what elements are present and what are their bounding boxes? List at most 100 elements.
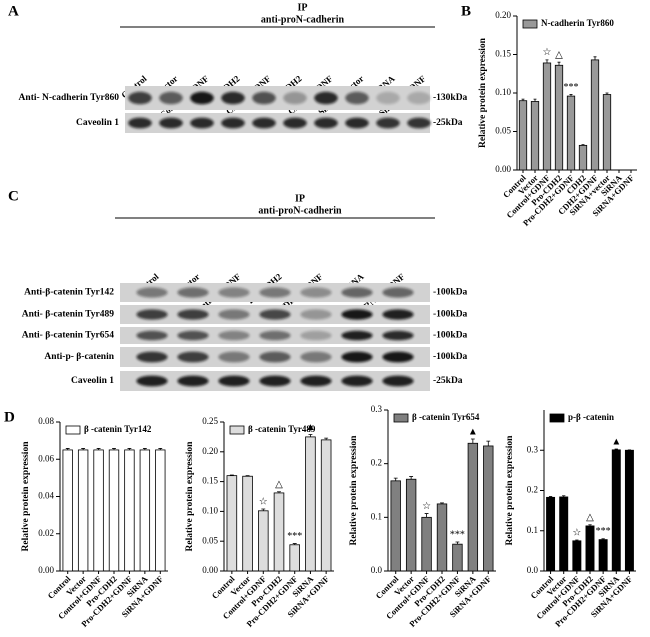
error-bar	[593, 56, 597, 60]
error-bar	[569, 94, 573, 97]
y-tick-label: 0.25	[202, 416, 218, 426]
bar	[602, 94, 612, 171]
bar	[554, 64, 564, 171]
blot-band	[252, 91, 276, 105]
size-marker: -100kDa	[433, 310, 468, 320]
blot-band	[252, 117, 276, 129]
blot-band	[341, 375, 373, 387]
blot-band	[300, 351, 332, 363]
significance-mark: ▲	[468, 426, 478, 437]
blot-band	[314, 91, 338, 105]
bar	[108, 449, 120, 572]
blot-band	[259, 375, 291, 387]
significance-mark: △	[555, 49, 563, 60]
y-tick-label: 0.00	[202, 565, 218, 575]
error-bar	[261, 508, 266, 511]
error-bar	[393, 477, 398, 481]
legend-label: p-β -catenin	[568, 412, 614, 422]
blot-band	[177, 309, 209, 320]
blot-band	[190, 91, 214, 105]
legend-swatch	[229, 425, 245, 435]
blot-band	[177, 287, 209, 298]
blot-band	[345, 117, 369, 129]
bar	[155, 449, 166, 572]
blot-band	[159, 117, 183, 129]
bar	[452, 543, 463, 572]
bar	[226, 475, 238, 572]
blot-band	[218, 351, 250, 363]
blot-band	[341, 351, 373, 363]
blot-band	[136, 375, 168, 387]
significance-mark: ☆	[259, 496, 268, 507]
blot-band	[190, 117, 214, 129]
bar	[405, 478, 417, 572]
row-label: Anti- N-cadherin Tyr860	[19, 93, 120, 103]
bar	[559, 496, 569, 572]
y-axis-label: Relative protein expression	[349, 435, 359, 546]
error-bar	[614, 448, 618, 450]
error-bar	[324, 437, 329, 440]
y-tick-label: 0.04	[38, 491, 54, 501]
blot-band	[159, 91, 183, 105]
y-tick-label: 0.1	[371, 511, 382, 521]
y-axis-label: Relative protein expression	[185, 441, 195, 552]
y-tick-label: 0.10	[495, 87, 511, 97]
error-bar	[127, 448, 132, 450]
y-tick-label: 0.15	[202, 476, 218, 486]
blot-band	[177, 351, 209, 363]
panel-label: D	[4, 409, 15, 425]
error-bar	[81, 448, 86, 450]
blot-band	[128, 91, 152, 105]
blot-band	[376, 91, 400, 105]
bar	[590, 59, 600, 171]
blot-band	[259, 330, 291, 341]
blot-band	[218, 287, 250, 298]
error-bar	[277, 491, 281, 493]
blot-band	[259, 287, 291, 298]
significance-mark: ☆	[572, 527, 581, 538]
y-tick-label: 0.1	[527, 525, 538, 535]
blot-band	[382, 309, 414, 320]
blot-band	[136, 330, 168, 341]
significance-mark: ***	[564, 82, 579, 93]
bar	[289, 544, 300, 572]
blot-band	[300, 375, 332, 387]
blot-band	[300, 330, 332, 341]
significance-mark: ***	[450, 529, 465, 540]
y-tick-label: 0.00	[38, 565, 54, 575]
y-tick-label: 0.06	[38, 453, 54, 463]
bar	[139, 449, 151, 572]
bar	[305, 436, 316, 572]
error-bar	[158, 448, 163, 450]
blot-band	[382, 287, 414, 298]
bar	[483, 445, 494, 572]
bar	[598, 539, 608, 572]
error-bar	[308, 434, 313, 437]
bar	[124, 449, 135, 572]
bar	[258, 510, 269, 572]
blot-band	[128, 117, 152, 129]
error-bar	[575, 539, 579, 541]
row-label: Caveolin 1	[71, 376, 114, 386]
y-tick-label: 0.15	[495, 49, 511, 59]
y-tick-label: 0.20	[202, 446, 218, 456]
bar	[611, 449, 621, 572]
y-tick-label: 0.05	[202, 535, 218, 545]
bar	[320, 439, 332, 572]
row-label: Caveolin 1	[76, 118, 119, 128]
significance-mark: ☆	[543, 47, 552, 58]
blot-band	[341, 309, 373, 320]
error-bar	[292, 543, 297, 545]
error-bar	[557, 61, 561, 66]
panel-label: A	[8, 3, 19, 19]
blot-band	[341, 330, 373, 341]
y-axis-label: Relative protein expression	[505, 435, 515, 546]
significance-mark: △	[275, 479, 283, 490]
error-bar	[409, 476, 414, 480]
blot-band	[300, 287, 332, 298]
error-bar	[65, 448, 70, 450]
row-label: Anti-β-catenin Tyr142	[24, 288, 114, 298]
blot-band	[136, 309, 168, 320]
size-marker: -100kDa	[433, 288, 468, 298]
size-marker: -25kDa	[433, 118, 463, 128]
